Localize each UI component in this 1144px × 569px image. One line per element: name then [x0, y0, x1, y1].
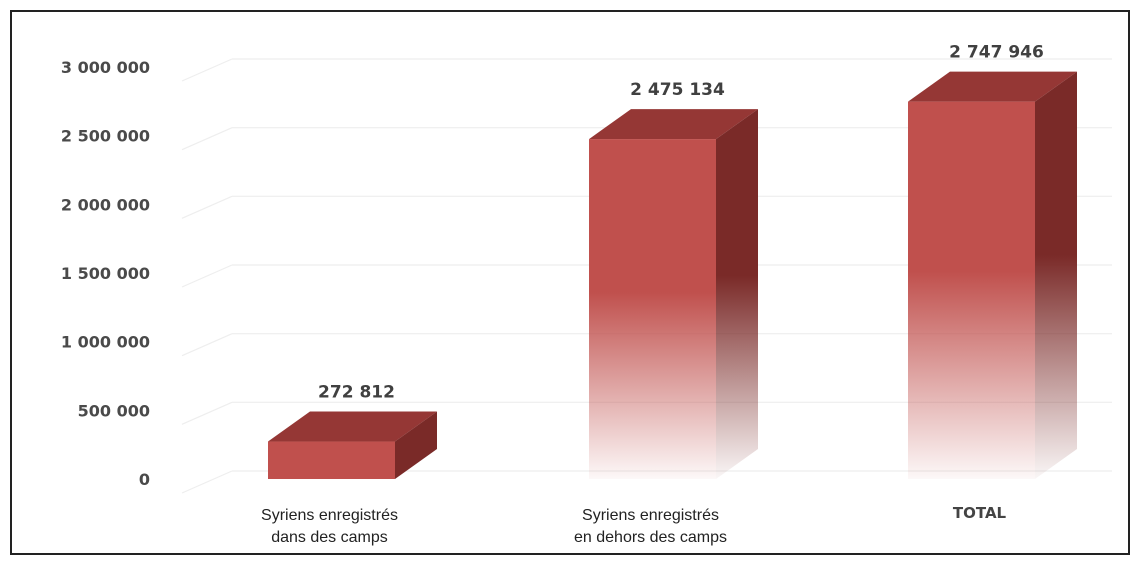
y-tick-label-6: 3 000 000	[61, 58, 150, 77]
gridline-diag-2	[181, 333, 233, 357]
y-tick-label-1: 500 000	[78, 401, 150, 420]
bar-side-face-2	[1035, 71, 1077, 479]
bar-front-face-2	[908, 101, 1035, 479]
value-label-2: 2 747 946	[949, 43, 1044, 63]
gridline-diag-6	[181, 58, 233, 82]
gridline-diag-4	[181, 195, 233, 219]
bar-front-face-1	[589, 139, 716, 479]
gridline-diag-5	[181, 127, 233, 151]
chart-frame: 0 500 000 1 000 000 1 500 000 2 000 000 2 500…	[10, 10, 1130, 555]
bar-top-face-2	[908, 71, 1077, 102]
bar-2	[908, 71, 1077, 479]
y-tick-label-0: 0	[139, 470, 150, 489]
y-tick-label-2: 1 000 000	[61, 333, 150, 352]
category-label-2: TOTAL	[953, 504, 1007, 522]
bar-1	[589, 109, 758, 479]
gridline-diag-0	[181, 470, 233, 494]
gridline-diag-3	[181, 264, 233, 288]
y-tick-label-5: 2 500 000	[61, 127, 150, 146]
y-tick-label-4: 2 000 000	[61, 195, 150, 214]
bar-side-face-1	[716, 109, 758, 479]
bar-chart-3d: 0 500 000 1 000 000 1 500 000 2 000 000 2 500…	[61, 43, 1112, 546]
bar-side-face-0	[395, 411, 437, 479]
bar-front-face-0	[268, 441, 395, 479]
bar-top-face-0	[268, 411, 437, 442]
category-label-1: Syriens enregistrés en dehors des camps	[574, 507, 727, 546]
y-tick-label-3: 1 500 000	[61, 264, 150, 283]
gridline-diag-1	[181, 401, 233, 425]
bar-0	[268, 411, 437, 479]
value-label-0: 272 812	[318, 383, 395, 403]
category-label-0: Syriens enregistrés dans des camps	[261, 507, 398, 546]
bar-top-face-1	[589, 109, 758, 140]
value-label-1: 2 475 134	[630, 80, 725, 100]
